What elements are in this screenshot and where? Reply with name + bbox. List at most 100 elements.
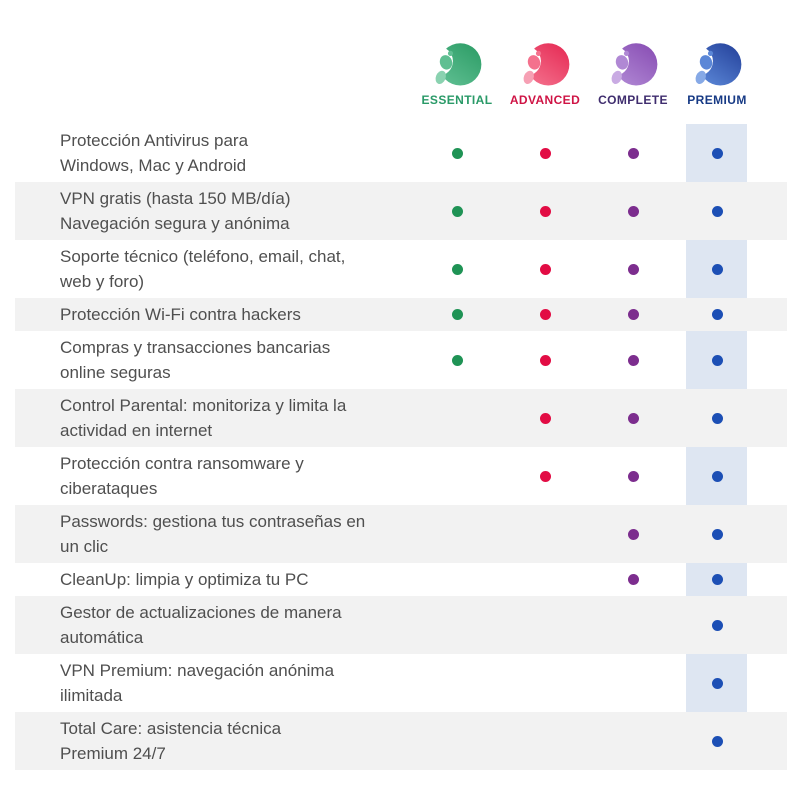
cell-premium [678,182,756,240]
included-dot-premium [711,412,723,424]
feature-label: Protección contra ransomware y ciberataq… [60,454,304,498]
cell-premium [678,654,756,712]
table-row: Passwords: gestiona tus contraseñas en u… [15,505,787,563]
cell-essential [412,654,502,712]
cell-advanced [502,505,588,563]
plans-header: ESSENTIAL ADVANCED COMPLETE PREMIUM [0,40,800,120]
plan-column-header-complete: COMPLETE [583,40,683,107]
included-dot-premium [711,354,723,366]
cell-advanced [502,563,588,596]
essential-panda-logo-icon [423,40,483,92]
feature-label: VPN Premium: navegación anónima ilimitad… [60,661,335,705]
included-dot-complete [627,354,639,366]
advanced-panda-logo-icon [511,40,571,92]
included-dot-premium [711,147,723,159]
included-dot-essential [451,205,463,217]
included-dot-advanced [539,309,551,320]
plan-column-header-essential: ESSENTIAL [407,40,507,107]
table-row: VPN Premium: navegación anónima ilimitad… [15,654,787,712]
included-dot-advanced [539,147,551,159]
feature-label: Passwords: gestiona tus contraseñas en u… [60,512,366,556]
cell-premium [678,447,756,505]
feature-label: VPN gratis (hasta 150 MB/día) Navegación… [60,189,291,233]
included-dot-advanced [539,412,551,424]
cell-essential [412,331,502,389]
cell-premium [678,563,756,596]
included-dot-advanced [539,263,551,275]
table-row: Protección Antivirus para Windows, Mac y… [15,124,787,182]
cell-complete [588,712,678,770]
premium-panda-logo-icon [683,40,743,92]
cell-premium [678,712,756,770]
feature-label: Protección Wi-Fi contra hackers [60,305,301,324]
included-dot-complete [627,147,639,159]
included-dot-complete [627,470,639,482]
cell-essential [412,563,502,596]
cell-complete [588,240,678,298]
cell-essential [412,298,502,331]
cell-premium [678,240,756,298]
included-dot-complete [627,412,639,424]
plan-column-header-advanced: ADVANCED [495,40,595,107]
cell-advanced [502,654,588,712]
cell-advanced [502,389,588,447]
included-dot-essential [451,147,463,159]
cell-complete [588,124,678,182]
table-row: VPN gratis (hasta 150 MB/día) Navegación… [15,182,787,240]
cell-essential [412,124,502,182]
plan-column-header-premium: PREMIUM [667,40,767,107]
cell-advanced [502,596,588,654]
cell-complete [588,298,678,331]
included-dot-premium [711,205,723,217]
feature-label: Compras y transacciones bancarias online… [60,338,331,382]
cell-premium [678,298,756,331]
cell-essential [412,712,502,770]
cell-essential [412,447,502,505]
included-dot-premium [711,470,723,482]
included-dot-essential [451,354,463,366]
included-dot-advanced [539,354,551,366]
plan-name-label: PREMIUM [687,93,747,107]
included-dot-complete [627,528,639,540]
cell-essential [412,596,502,654]
cell-advanced [502,712,588,770]
cell-essential [412,182,502,240]
cell-complete [588,654,678,712]
table-row: Compras y transacciones bancarias online… [15,331,787,389]
feature-label: Total Care: asistencia técnica Premium 2… [60,719,282,763]
cell-advanced [502,447,588,505]
included-dot-complete [627,309,639,320]
cell-advanced [502,124,588,182]
cell-advanced [502,240,588,298]
cell-premium [678,596,756,654]
included-dot-advanced [539,470,551,482]
cell-essential [412,240,502,298]
cell-complete [588,505,678,563]
feature-label: Soporte técnico (teléfono, email, chat, … [60,247,346,291]
feature-label: Protección Antivirus para Windows, Mac y… [60,131,249,175]
included-dot-complete [627,574,639,585]
table-row: CleanUp: limpia y optimiza tu PC [15,563,787,596]
included-dot-essential [451,309,463,320]
included-dot-premium [711,735,723,747]
feature-table: Protección Antivirus para Windows, Mac y… [15,124,787,770]
table-row: Control Parental: monitoriza y limita la… [15,389,787,447]
table-row: Total Care: asistencia técnica Premium 2… [15,712,787,770]
feature-label: CleanUp: limpia y optimiza tu PC [60,570,309,589]
plan-name-label: ESSENTIAL [421,93,493,107]
feature-label: Gestor de actualizaciones de manera auto… [60,603,342,647]
included-dot-premium [711,528,723,540]
cell-complete [588,563,678,596]
included-dot-premium [711,263,723,275]
cell-complete [588,182,678,240]
cell-advanced [502,298,588,331]
cell-premium [678,331,756,389]
included-dot-advanced [539,205,551,217]
table-row: Soporte técnico (teléfono, email, chat, … [15,240,787,298]
feature-label: Control Parental: monitoriza y limita la… [60,396,347,440]
cell-essential [412,505,502,563]
cell-complete [588,447,678,505]
table-row: Protección Wi-Fi contra hackers [15,298,787,331]
included-dot-complete [627,263,639,275]
